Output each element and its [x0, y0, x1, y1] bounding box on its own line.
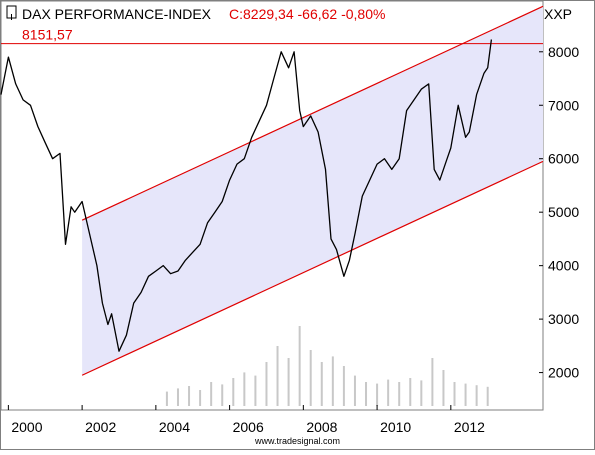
- channel-group: [81, 5, 544, 376]
- x-tick-label: 2000: [11, 419, 42, 435]
- y-tick-label: 6000: [548, 151, 579, 167]
- symbol-label: XXP: [544, 6, 572, 22]
- volume-bar: [221, 384, 224, 406]
- volume-bar: [420, 380, 423, 406]
- volume-bar: [254, 375, 257, 406]
- x-tick-label: 2010: [380, 419, 411, 435]
- x-tick-label: 2008: [306, 419, 337, 435]
- x-tick-label: 2002: [85, 419, 116, 435]
- volume-bar: [409, 378, 412, 406]
- volume-bar: [486, 386, 489, 406]
- volume-bar: [464, 383, 467, 406]
- volume-bar: [287, 358, 290, 406]
- watermark: www.tradesignal.com: [254, 436, 340, 446]
- volume-bar: [232, 378, 235, 406]
- volume-bar: [320, 362, 323, 406]
- x-tick-label: 2006: [233, 419, 264, 435]
- x-tick-label: 2004: [159, 419, 190, 435]
- volume-bar: [199, 390, 202, 406]
- y-tick-label: 5000: [548, 204, 579, 220]
- price-group: [0, 39, 493, 352]
- volume-bar: [453, 382, 456, 406]
- volume-bar: [387, 379, 390, 406]
- y-axis: 2000 3000 4000 5000 6000 7000 8000: [539, 44, 579, 381]
- quote-text: C:8229,34 -66,62 -0,80%: [229, 6, 385, 22]
- y-tick-label: 3000: [548, 311, 579, 327]
- volume-bar: [353, 375, 356, 406]
- channel-fill: [82, 6, 543, 376]
- y-tick-label: 8000: [548, 44, 579, 60]
- volume-bar: [276, 346, 279, 406]
- y-tick-label: 2000: [548, 365, 579, 381]
- x-tick-label: 2012: [454, 419, 485, 435]
- volume-bar: [331, 356, 334, 406]
- volume-bar: [376, 383, 379, 406]
- x-axis: 2000 2002 2004 2006 2008 2010 2012: [7, 405, 485, 435]
- volume-bar: [342, 366, 345, 406]
- horizontal-line-group: 8151,57: [1, 27, 543, 45]
- horizontal-line-label: 8151,57: [22, 27, 73, 43]
- volume-bar: [210, 382, 213, 406]
- price-line: [0, 39, 493, 352]
- volume-bar: [398, 382, 401, 406]
- channel-lower-line: [81, 160, 544, 376]
- volume-bar: [365, 382, 368, 406]
- y-tick-label: 4000: [548, 258, 579, 274]
- volume-bar: [165, 391, 168, 406]
- y-tick-label: 7000: [548, 97, 579, 113]
- volume-bar: [309, 350, 312, 406]
- volume-bar: [431, 358, 434, 406]
- index-title: DAX PERFORMANCE-INDEX: [22, 6, 212, 22]
- volume-bar: [442, 370, 445, 406]
- channel-upper-line: [81, 5, 544, 221]
- volume-bar: [188, 386, 191, 406]
- volume-bar: [475, 385, 478, 406]
- volume-group: [165, 326, 489, 406]
- volume-bar: [176, 388, 179, 406]
- volume-bar: [298, 326, 301, 406]
- volume-bar: [243, 372, 246, 406]
- volume-bar: [265, 362, 268, 406]
